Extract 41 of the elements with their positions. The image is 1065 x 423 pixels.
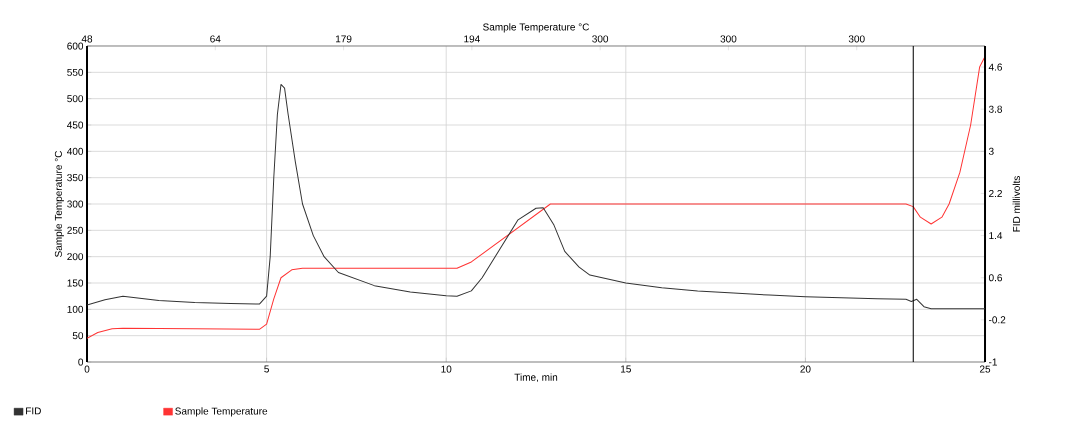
text: 300 — [848, 35, 865, 43]
y2-axis-title: FID millivolts — [1012, 176, 1020, 232]
y2-tick-label: 3 — [988, 147, 994, 155]
text: 300 — [592, 35, 609, 43]
y-tick-label: 400 — [67, 147, 84, 155]
y-tick-label: 100 — [67, 305, 84, 313]
legend-label: Sample Temperature — [175, 407, 268, 417]
x2-axis-title: Sample Temperature °C — [483, 23, 590, 33]
y-tick-label: 550 — [67, 68, 84, 76]
x-tick-label: 20 — [800, 365, 811, 373]
y-tick-label: 250 — [67, 226, 84, 234]
x-tick-label: 25 — [979, 365, 991, 373]
y-tick-label: 350 — [67, 174, 84, 182]
x-tick-label: 15 — [621, 365, 631, 373]
text: 179 — [336, 35, 352, 43]
y-tick-label: 200 — [67, 253, 84, 261]
text: 48 — [81, 35, 93, 43]
line-series — [87, 83, 986, 310]
y-tick-label: 300 — [67, 200, 84, 208]
x-tick-label: 0 — [84, 365, 90, 373]
x-tick-label: 5 — [264, 365, 269, 373]
y-tick-label: 600 — [67, 42, 84, 50]
y-tick-label: 50 — [72, 332, 84, 340]
y2-tick-label: 4.6 — [988, 63, 1003, 71]
y2-tick-label: -0.2 — [988, 316, 1006, 324]
text: 300 — [720, 35, 737, 43]
y-tick-label: 0 — [78, 358, 84, 366]
x-axis-title: Time, min — [514, 373, 558, 383]
y2-tick-label: 3.8 — [988, 105, 1003, 113]
y-tick-label: 150 — [67, 279, 84, 287]
x-tick-label: 10 — [441, 365, 452, 373]
y2-tick-label: -1 — [988, 358, 997, 366]
y-tick-label: 500 — [67, 95, 84, 103]
y2-tick-label: 1.4 — [989, 232, 1003, 240]
y2-tick-label: 0.6 — [988, 274, 1003, 282]
y-tick-label: 450 — [67, 121, 84, 129]
y2-tick-label: 2.2 — [989, 189, 1002, 197]
y-axis-title: Sample Temperature °C — [54, 150, 64, 257]
legend-label: FID — [26, 407, 41, 415]
text: 194 — [464, 35, 480, 43]
text: 64 — [210, 35, 221, 43]
